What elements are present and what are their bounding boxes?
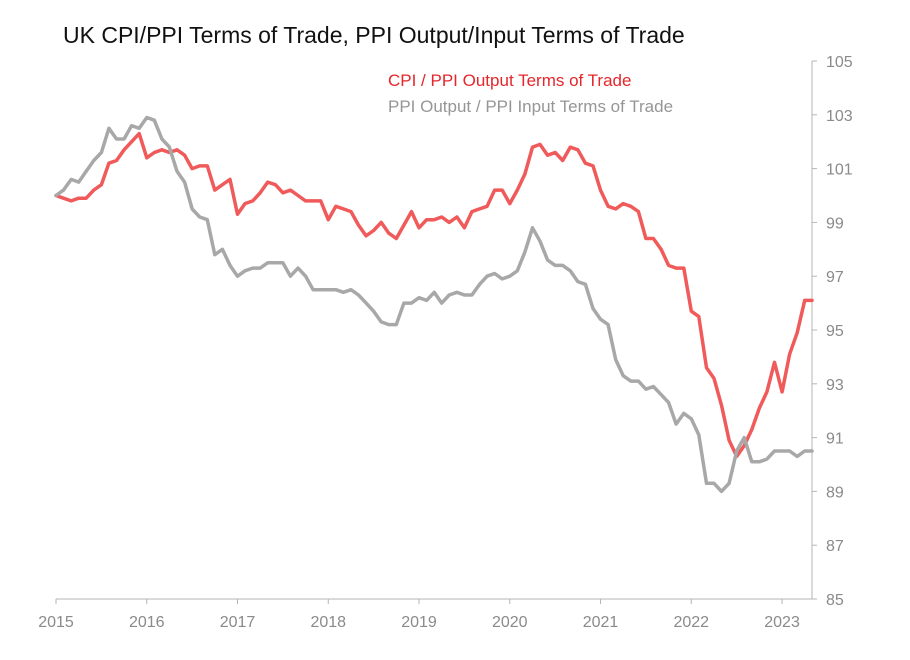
legend-entry-1: CPI / PPI Output Terms of Trade (388, 71, 631, 90)
y-tick-label: 101 (826, 162, 853, 179)
x-tick-label: 2015 (38, 614, 74, 631)
y-tick-label: 89 (826, 484, 844, 501)
y-tick-label: 105 (826, 54, 853, 71)
series-line-2 (54, 115, 814, 494)
series-line-1 (54, 131, 814, 459)
x-tick-label: 2020 (492, 614, 528, 631)
y-tick-label: 87 (826, 538, 844, 555)
legend-entry-2: PPI Output / PPI Input Terms of Trade (388, 97, 673, 116)
y-tick-label: 95 (826, 323, 844, 340)
x-tick-label: 2016 (129, 614, 165, 631)
y-tick-label: 85 (826, 592, 844, 609)
y-tick-label: 99 (826, 215, 844, 232)
legend: CPI / PPI Output Terms of Trade PPI Outpu… (388, 71, 673, 116)
y-tick-label: 103 (826, 108, 853, 125)
x-tick-label: 2023 (764, 614, 800, 631)
y-tick-label: 97 (826, 269, 844, 286)
x-axis: 2015 2016 2017 2018 2019 2020 2021 2022 2023 (38, 598, 812, 631)
y-axis: 85 87 89 91 93 95 97 99 101 103 105 (811, 54, 853, 609)
chart-title: UK CPI/PPI Terms of Trade, PPI Output/In… (63, 22, 685, 48)
y-tick-label: 91 (826, 431, 844, 448)
x-tick-label: 2017 (220, 614, 256, 631)
x-tick-label: 2018 (310, 614, 346, 631)
series-layer (54, 115, 814, 494)
y-tick-label: 93 (826, 377, 844, 394)
x-tick-label: 2019 (401, 614, 437, 631)
x-tick-label: 2021 (583, 614, 619, 631)
x-tick-label: 2022 (673, 614, 709, 631)
